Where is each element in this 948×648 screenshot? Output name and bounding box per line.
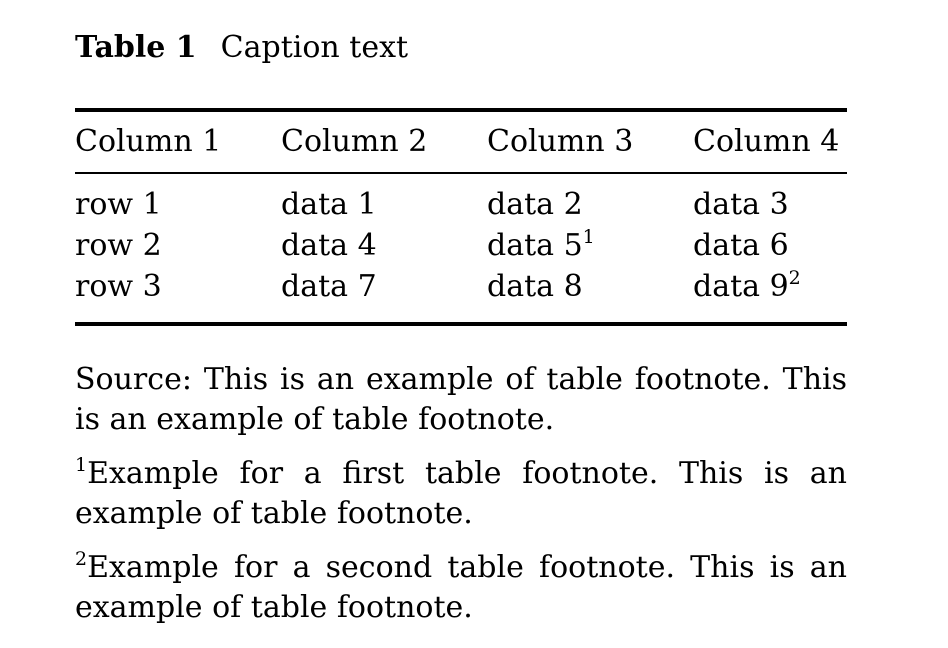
table-row: row 2 data 4 data 51 data 6 <box>75 225 847 266</box>
data-table-body: row 1 data 1 data 2 data 3 row 2 data 4 … <box>75 184 847 307</box>
column-header: Column 1 <box>75 124 222 159</box>
data-table: Column 1 Column 2 Column 3 Column 4 <box>75 112 847 172</box>
top-rule <box>75 108 847 112</box>
table-cell: data 8 <box>487 269 583 304</box>
table-cell: data 7 <box>281 269 377 304</box>
footnote-marker: 2 <box>788 267 801 289</box>
table-cell: row 2 <box>75 228 162 263</box>
source-note: Source: This is an example of table foot… <box>75 362 847 437</box>
bottom-rule <box>75 322 847 326</box>
table-label: Table 1 <box>75 30 197 65</box>
table-cell: row 3 <box>75 269 162 304</box>
header-row: Column 1 Column 2 Column 3 Column 4 <box>75 112 847 172</box>
table-row: row 1 data 1 data 2 data 3 <box>75 184 847 225</box>
table-row: row 3 data 7 data 8 data 92 <box>75 266 847 307</box>
caption-text: Caption text <box>220 30 409 65</box>
table-cell: data 51 <box>487 226 595 264</box>
table-cell: data 1 <box>281 187 377 222</box>
column-header: Column 3 <box>487 124 634 159</box>
table-footnotes: Source: This is an example of table foot… <box>75 360 847 628</box>
table-figure: Table 1 Caption text Column 1 Column 2 Co… <box>75 28 847 642</box>
table-cell: data 3 <box>693 187 789 222</box>
column-header: Column 2 <box>281 124 428 159</box>
table-cell: row 1 <box>75 187 162 222</box>
table-cell: data 92 <box>693 267 801 305</box>
footnote-1: 1Example for a first table footnote. Thi… <box>75 454 847 532</box>
mid-rule <box>75 172 847 174</box>
footnote-marker: 1 <box>582 226 595 248</box>
table-cell: data 2 <box>487 187 583 222</box>
table-cell: data 4 <box>281 228 377 263</box>
footnote-2: 2Example for a second table footnote. Th… <box>75 548 847 626</box>
table-cell: data 6 <box>693 228 789 263</box>
column-header: Column 4 <box>693 124 840 159</box>
table-caption: Table 1 Caption text <box>75 28 847 68</box>
